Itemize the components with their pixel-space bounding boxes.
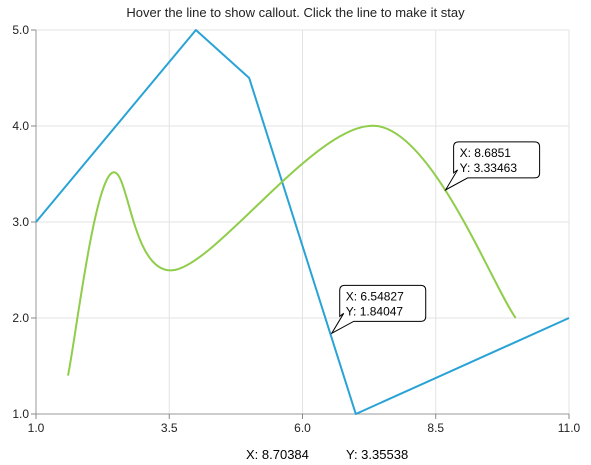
x-tick-label: 6.0 (294, 421, 311, 435)
readout-y: Y: 3.35538 (346, 447, 408, 462)
x-tick-label: 8.5 (427, 421, 444, 435)
callout-y-text: Y: 1.84047 (346, 304, 404, 318)
x-tick-label: 11.0 (558, 421, 581, 435)
callout-x-text: X: 8.6851 (460, 146, 512, 160)
x-tick-label: 3.5 (161, 421, 178, 435)
callout-y-text: Y: 3.33463 (460, 161, 518, 175)
y-tick-label: 3.0 (12, 215, 29, 229)
readout-x: X: 8.70384 (246, 447, 309, 462)
grid-lines (36, 30, 569, 414)
y-axis-ticks: 1.0 2.0 3.0 4.0 5.0 (12, 23, 36, 421)
series-line-2[interactable] (68, 126, 516, 376)
y-tick-label: 5.0 (12, 23, 29, 37)
y-tick-label: 4.0 (12, 119, 29, 133)
x-tick-label: 1.0 (28, 421, 45, 435)
callout-x-text: X: 6.54827 (346, 289, 404, 303)
coordinate-readout: X: 8.70384 Y: 3.35538 (0, 447, 591, 465)
x-axis-ticks: 1.0 3.5 6.0 8.5 11.0 (28, 414, 581, 435)
y-tick-label: 1.0 (12, 407, 29, 421)
y-tick-label: 2.0 (12, 311, 29, 325)
